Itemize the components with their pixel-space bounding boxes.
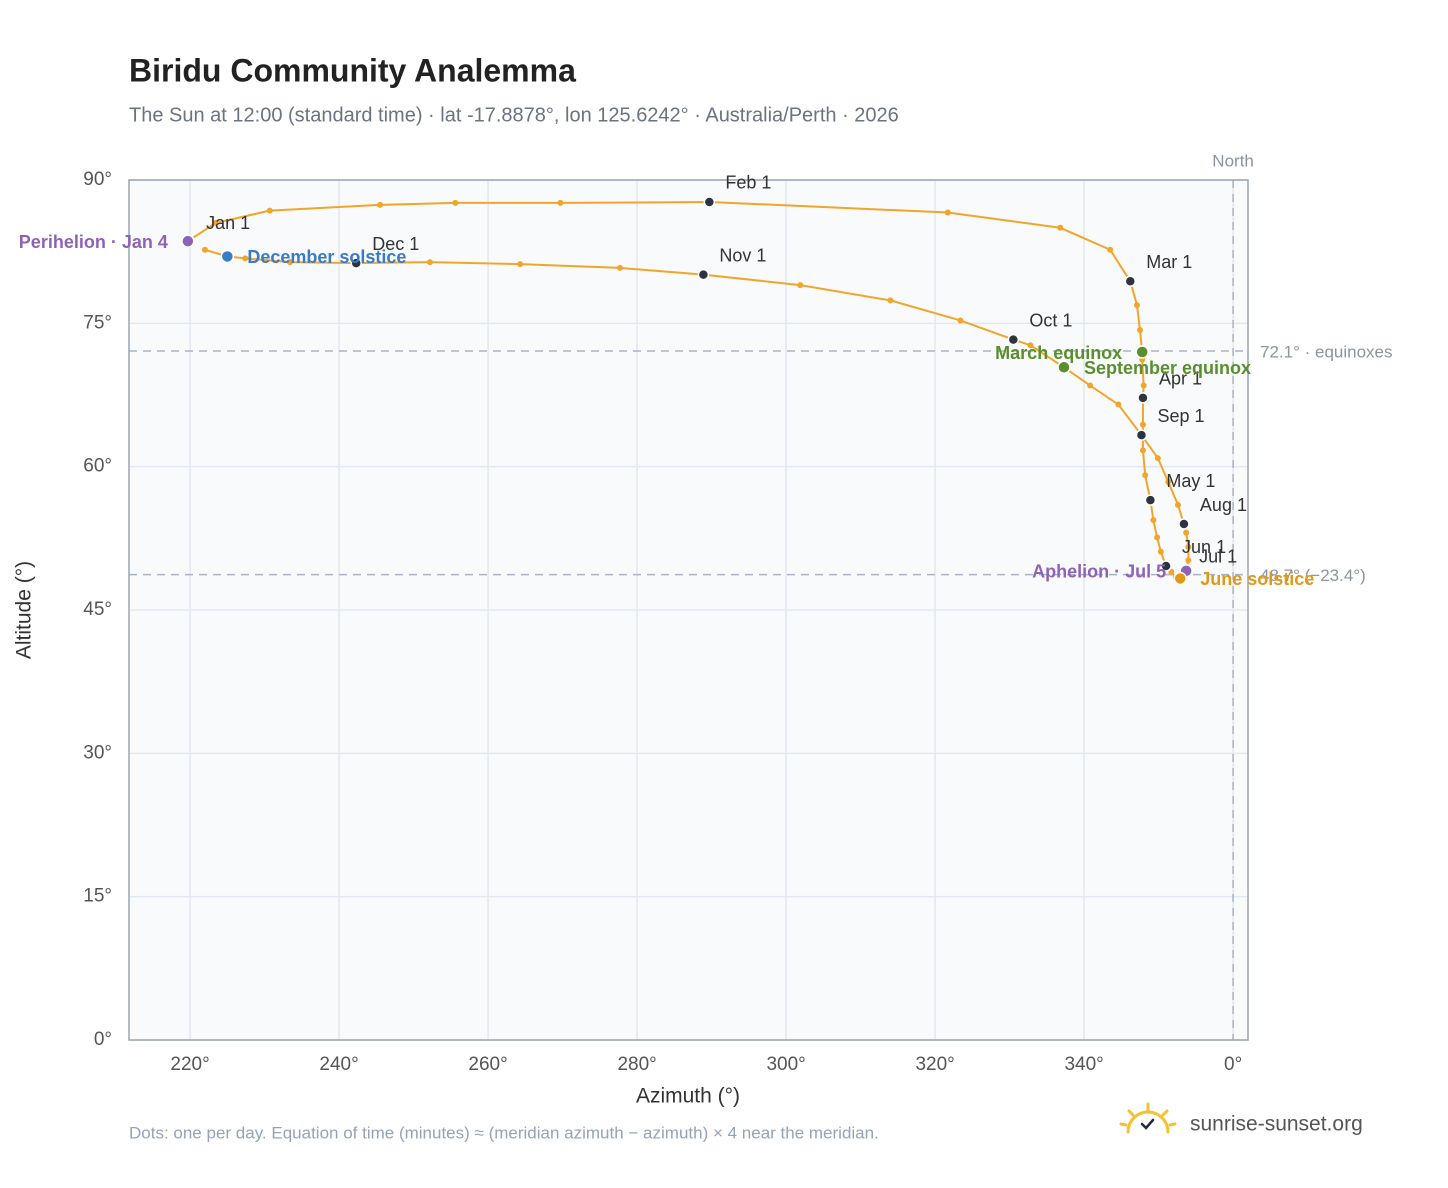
event-label: March equinox	[995, 343, 1122, 363]
event-label: Perihelion · Jan 4	[19, 232, 168, 252]
event-label: June solstice	[1200, 569, 1314, 589]
y-tick-label: 75°	[83, 312, 112, 333]
x-axis-title: Azimuth (°)	[636, 1085, 740, 1108]
month-label: Jan 1	[206, 213, 250, 233]
brand-name: sunrise-sunset.org	[1190, 1113, 1363, 1136]
day-dot	[1027, 342, 1034, 349]
month-marker	[350, 257, 362, 269]
month-marker	[1007, 333, 1020, 346]
brand-logo	[1119, 1102, 1177, 1134]
event-marker	[1135, 345, 1149, 359]
day-dot	[1157, 548, 1164, 555]
reference-lines	[129, 180, 1248, 1040]
y-tick-label: 45°	[83, 599, 112, 620]
x-tick-label: 280°	[617, 1054, 656, 1075]
month-label: Aug 1	[1200, 495, 1247, 515]
y-tick-label: 60°	[83, 456, 112, 477]
y-tick-label: 15°	[83, 886, 112, 907]
month-label: Sep 1	[1157, 406, 1204, 426]
meridian-label: North	[1212, 151, 1254, 170]
day-dot	[201, 246, 208, 253]
day-dot	[1107, 246, 1114, 253]
day-dot	[1154, 455, 1161, 462]
event-marker	[181, 234, 195, 248]
month-label: Feb 1	[725, 173, 771, 193]
month-label: Jun 1	[1182, 537, 1226, 557]
chart-title: Biridu Community Analemma	[129, 52, 576, 88]
day-dot	[1139, 421, 1146, 428]
month-marker	[1144, 494, 1157, 506]
event-label: September equinox	[1084, 358, 1251, 378]
x-tick-label: 0°	[1224, 1054, 1242, 1075]
day-dot	[957, 317, 964, 324]
day-dot	[1142, 472, 1149, 479]
marks	[181, 196, 1193, 586]
day-dot	[887, 297, 894, 304]
month-marker	[1160, 560, 1172, 572]
month-marker	[697, 268, 710, 281]
y-tick-label: 0°	[94, 1029, 112, 1050]
event-marker	[1057, 360, 1071, 375]
day-dot	[452, 199, 459, 206]
day-dot	[1115, 401, 1122, 408]
y-axis-title: Altitude (°)	[13, 561, 36, 659]
x-tick-label: 220°	[170, 1054, 209, 1075]
day-dot	[242, 255, 249, 262]
day-dot	[1165, 478, 1172, 485]
day-dot	[797, 282, 804, 289]
month-label: Dec 1	[372, 234, 419, 254]
y-tick-label: 90°	[83, 169, 112, 190]
day-dot	[212, 220, 219, 226]
day-dot	[1136, 327, 1143, 334]
month-label: Mar 1	[1146, 252, 1192, 272]
day-dot	[557, 199, 564, 206]
day-dot	[377, 201, 384, 208]
day-dot	[1139, 447, 1146, 454]
month-marker	[1124, 275, 1137, 288]
day-dot	[616, 264, 623, 271]
event-label: Aphelion · Jul 5	[1032, 562, 1166, 582]
day-dot	[266, 207, 273, 214]
day-dot	[1133, 302, 1140, 309]
x-tick-label: 340°	[1064, 1054, 1103, 1075]
footnote: Dots: one per day. Equation of time (min…	[129, 1123, 879, 1142]
month-marker	[703, 196, 716, 208]
event-marker	[1173, 571, 1187, 586]
month-label: May 1	[1166, 471, 1215, 491]
reference-label: 48.7° (−23.4°)	[1260, 566, 1366, 585]
day-dot	[1185, 557, 1192, 564]
x-tick-label: 300°	[766, 1054, 805, 1075]
x-tick-label: 260°	[468, 1054, 507, 1075]
day-dot	[1185, 543, 1192, 550]
day-dot	[1087, 382, 1094, 389]
month-marker	[1178, 518, 1190, 530]
x-tick-label: 320°	[915, 1054, 954, 1075]
month-label: Nov 1	[719, 245, 766, 265]
y-tick-label: 30°	[83, 742, 112, 763]
month-label: Apr 1	[1159, 369, 1202, 389]
reference-label: 72.1° · equinoxes	[1260, 343, 1393, 362]
x-tick-label: 240°	[319, 1054, 358, 1075]
month-marker	[1137, 392, 1149, 404]
day-dot	[426, 259, 433, 266]
day-dot	[286, 259, 293, 266]
event-marker	[220, 249, 235, 264]
month-marker	[1135, 429, 1148, 441]
month-label: Jul 1	[1199, 546, 1237, 566]
day-dot	[1150, 517, 1157, 524]
day-dot	[517, 261, 524, 268]
event-label: December solstice	[247, 247, 406, 267]
day-dot	[1174, 501, 1181, 508]
day-dot	[1183, 529, 1190, 536]
day-dot	[1154, 534, 1161, 541]
month-label: Oct 1	[1029, 310, 1072, 330]
day-dot	[1140, 382, 1147, 389]
day-dot	[944, 209, 951, 216]
day-dot	[1057, 224, 1064, 231]
plot-frame	[128, 179, 1249, 1041]
chart-subtitle: The Sun at 12:00 (standard time) · lat -…	[129, 104, 899, 126]
